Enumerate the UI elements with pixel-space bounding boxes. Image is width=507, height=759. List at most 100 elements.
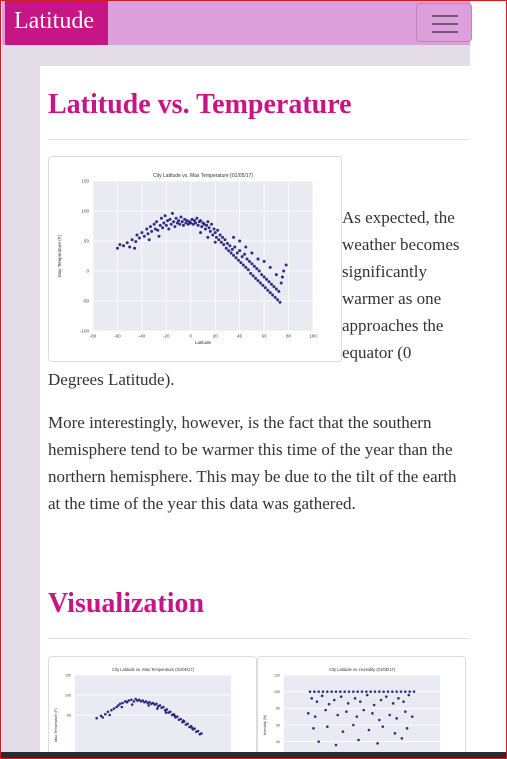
- data-point: [125, 700, 129, 704]
- data-point: [258, 281, 262, 285]
- data-point: [358, 700, 362, 703]
- data-point: [312, 727, 315, 730]
- navbar-brand[interactable]: Latitude: [5, 0, 108, 45]
- data-point: [391, 702, 395, 705]
- data-point: [134, 240, 138, 244]
- data-point: [128, 245, 132, 249]
- data-point: [373, 690, 377, 693]
- data-point: [408, 690, 411, 693]
- data-point: [232, 253, 236, 257]
- section-title-visualization: Visualization: [48, 588, 205, 619]
- data-point: [326, 725, 329, 728]
- data-point: [240, 255, 244, 259]
- data-point: [234, 256, 238, 260]
- y-tick-label: 50: [84, 239, 90, 244]
- data-point: [346, 702, 350, 705]
- data-point: [326, 690, 329, 693]
- data-point: [308, 690, 312, 693]
- data-point: [246, 268, 250, 272]
- x-tick-label: -80: [90, 334, 97, 339]
- data-point: [122, 244, 126, 248]
- visualization-card-humidity[interactable]: 12010080604020City Latitude vs. Humidity…: [257, 656, 466, 759]
- navbar-toggle-button[interactable]: [416, 3, 472, 42]
- data-point: [200, 225, 204, 229]
- data-point: [213, 240, 217, 244]
- data-point: [175, 715, 179, 718]
- data-point: [170, 211, 174, 215]
- x-tick-label: -20: [163, 334, 170, 339]
- data-point: [151, 701, 155, 705]
- data-point: [106, 710, 110, 714]
- data-point: [402, 700, 405, 703]
- data-point: [269, 282, 273, 286]
- data-point: [206, 235, 210, 239]
- data-point: [202, 222, 206, 226]
- chart-thumbnail-temperature[interactable]: 150 100 50 0 -50 -100 -80 -60 -40 -20 0 20 40 60 80 100…: [48, 156, 342, 362]
- data-point: [266, 288, 270, 292]
- data-point: [324, 708, 327, 712]
- data-point: [205, 223, 209, 227]
- data-point: [179, 717, 183, 721]
- x-tick-label: 80: [286, 334, 292, 339]
- data-point: [277, 289, 281, 293]
- data-point: [162, 705, 165, 709]
- data-point: [222, 243, 226, 247]
- data-point: [190, 217, 194, 221]
- plot-area: [284, 675, 440, 759]
- data-point: [180, 220, 184, 224]
- divider: [48, 638, 470, 639]
- data-point: [200, 732, 203, 735]
- section-title-temperature: Latitude vs. Temperature: [48, 89, 352, 120]
- data-point: [412, 690, 416, 693]
- data-point: [306, 712, 310, 715]
- visualization-card-temperature[interactable]: 150 100 50 City Latitude vs. Max Temperatur…: [48, 656, 257, 759]
- data-point: [395, 717, 398, 720]
- data-point: [179, 215, 183, 219]
- data-point: [155, 220, 159, 224]
- data-point: [372, 703, 376, 707]
- data-point: [199, 231, 203, 235]
- data-point: [186, 222, 190, 226]
- data-point: [245, 257, 249, 261]
- data-point: [405, 727, 409, 730]
- data-point: [256, 257, 260, 261]
- x-tick-label: -40: [139, 334, 146, 339]
- data-point: [393, 732, 397, 735]
- data-point: [217, 238, 221, 242]
- divider: [48, 139, 470, 140]
- data-point: [320, 694, 324, 698]
- data-point: [172, 220, 176, 224]
- data-point: [158, 704, 162, 707]
- y-tick-label: 120: [274, 673, 280, 677]
- y-tick-label: 100: [65, 693, 71, 697]
- data-point: [155, 702, 158, 706]
- data-point: [362, 708, 366, 712]
- data-point: [376, 742, 379, 745]
- data-point: [353, 697, 357, 700]
- data-point: [244, 245, 248, 249]
- data-point: [243, 252, 247, 256]
- data-point: [211, 233, 215, 237]
- data-point: [185, 219, 189, 223]
- data-point: [268, 291, 272, 295]
- data-point: [206, 220, 210, 224]
- data-point: [262, 259, 266, 263]
- bottom-bar: [0, 752, 507, 759]
- data-point: [268, 265, 272, 269]
- data-point: [399, 690, 403, 693]
- data-point: [169, 710, 172, 714]
- data-point: [265, 277, 269, 281]
- y-tick-label: 50: [67, 713, 71, 717]
- hamburger-icon: [432, 15, 458, 17]
- data-point: [104, 712, 107, 716]
- data-point: [173, 714, 176, 718]
- data-point: [282, 269, 286, 273]
- data-point: [356, 690, 359, 693]
- data-point: [196, 223, 200, 227]
- data-point: [218, 233, 222, 237]
- y-tick-label: 100: [81, 209, 89, 214]
- data-point: [332, 698, 336, 702]
- data-point: [273, 295, 277, 299]
- data-point: [274, 287, 278, 291]
- data-point: [193, 727, 196, 730]
